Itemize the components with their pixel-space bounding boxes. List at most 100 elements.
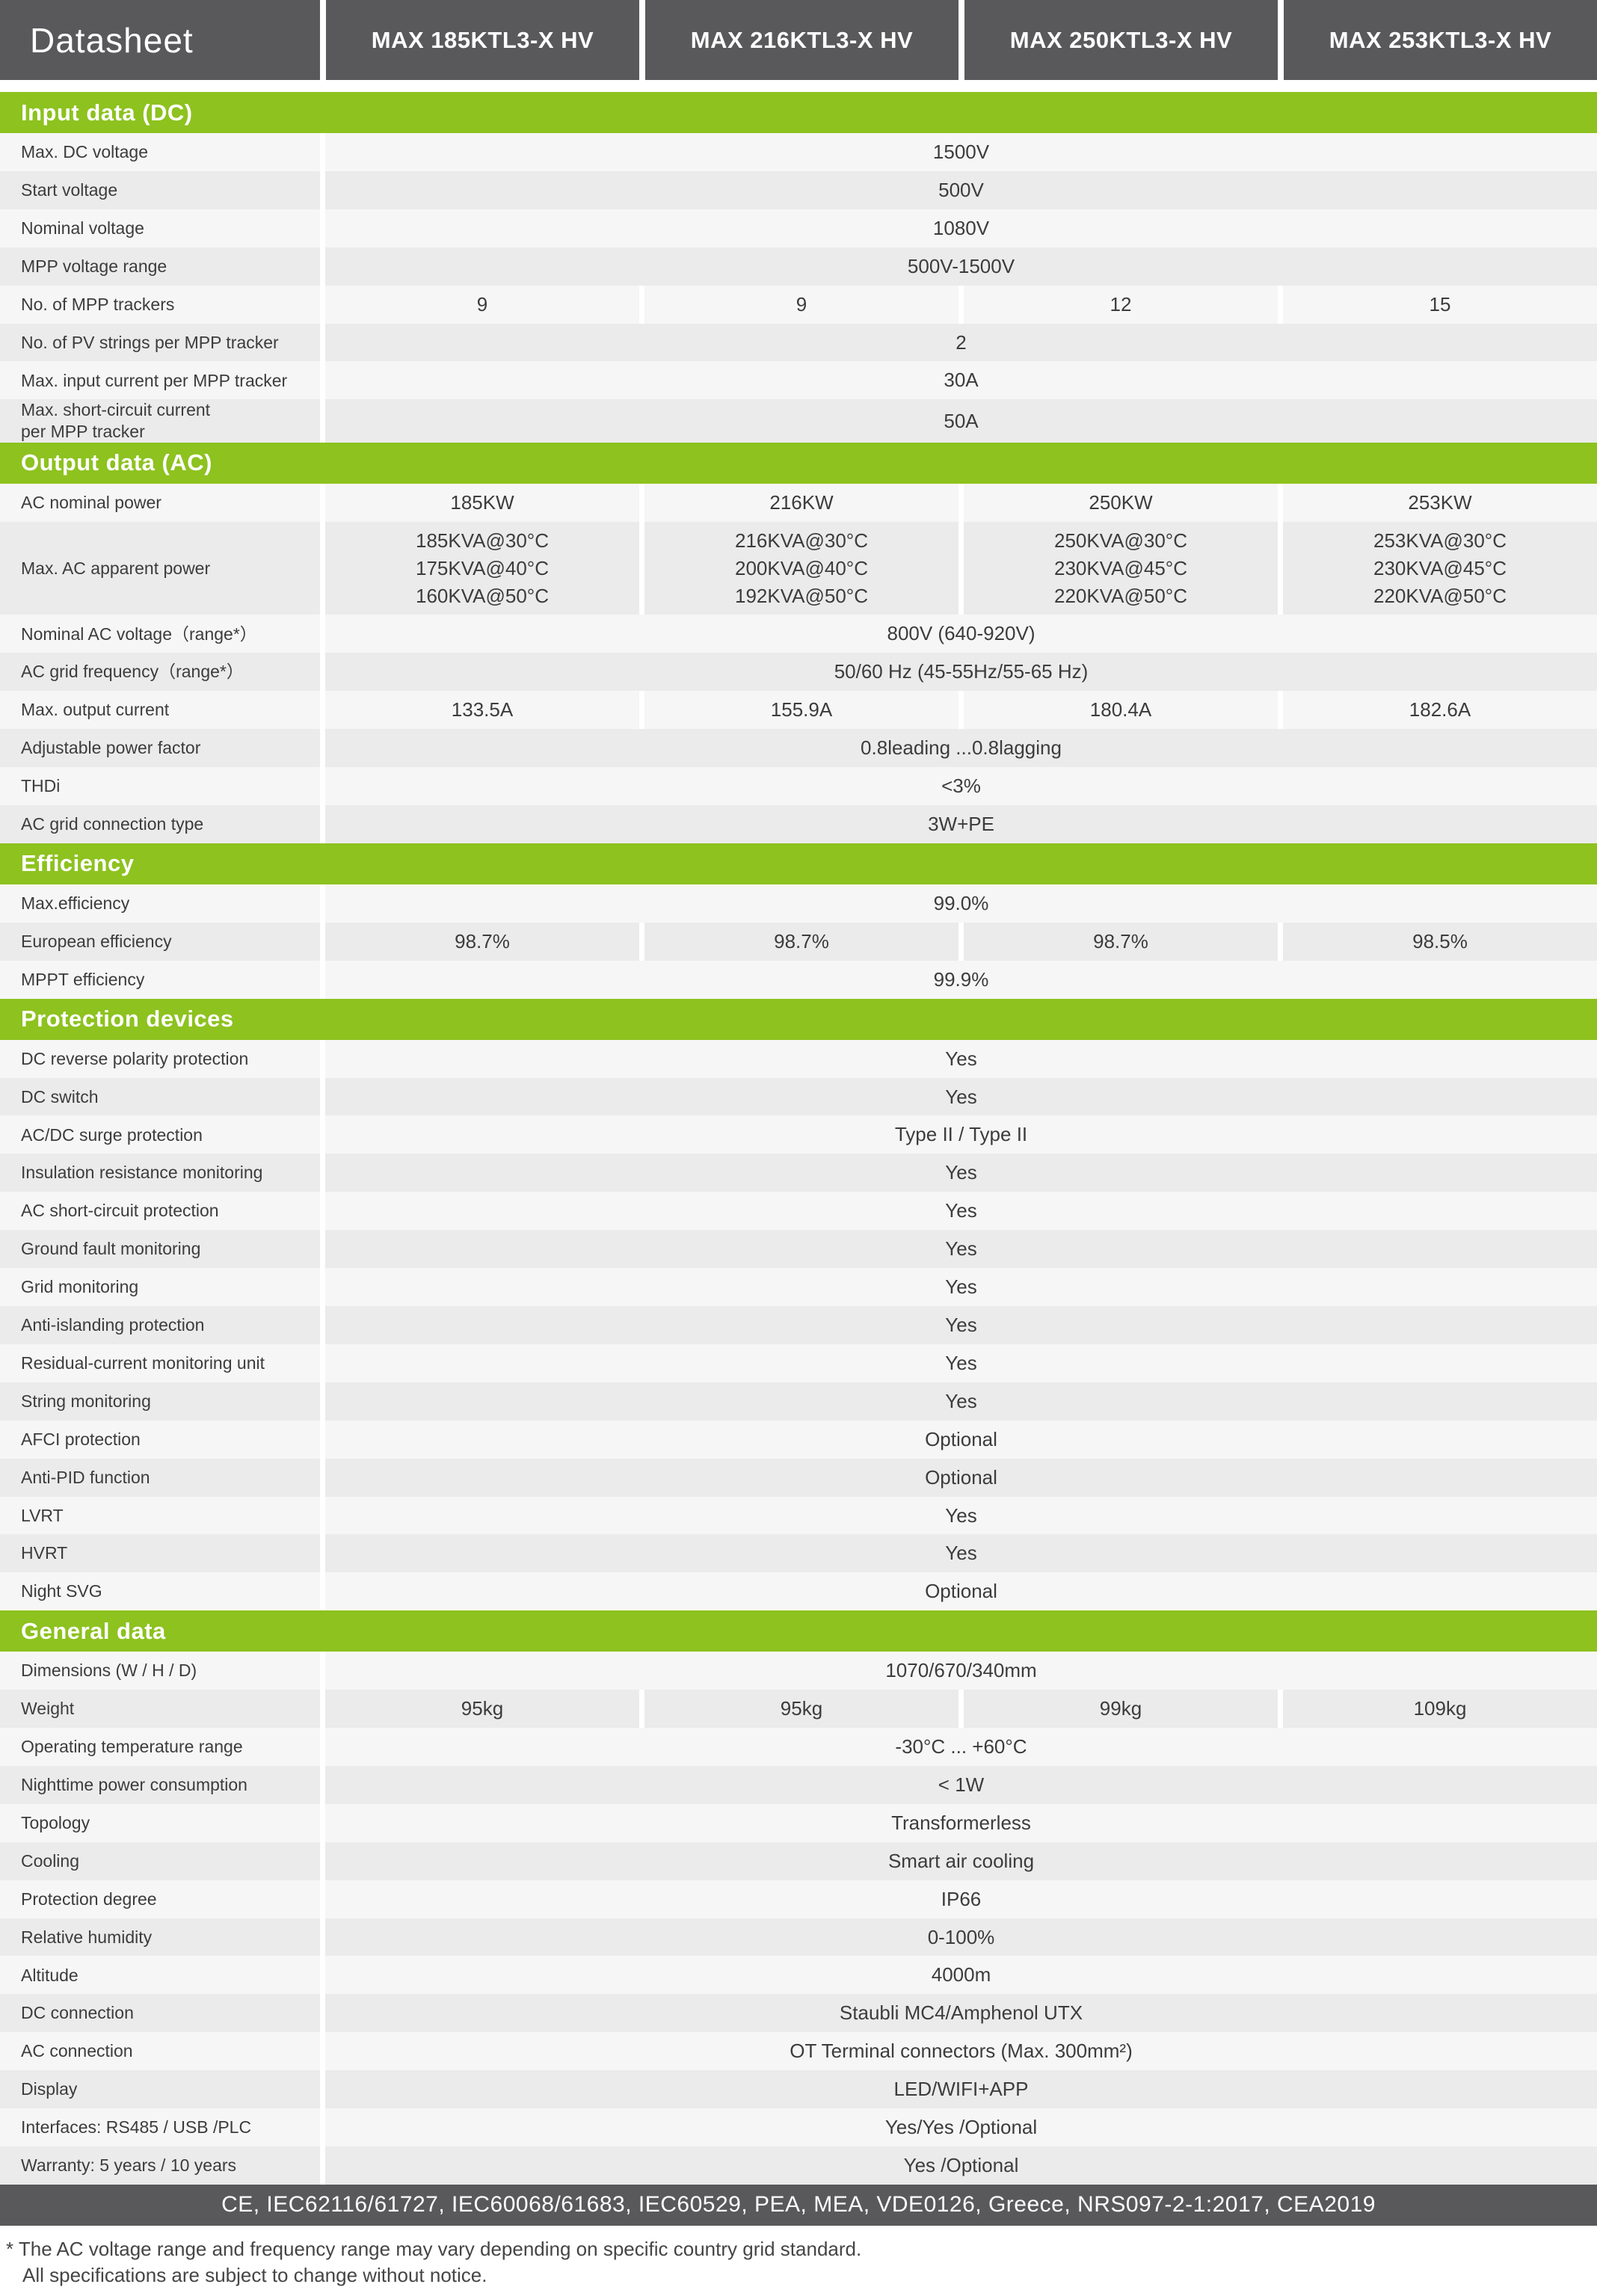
row-values: 9 9 12 15: [325, 285, 1597, 324]
row-values: Yes /Optional: [325, 2146, 1597, 2185]
table-row: Nominal voltage 1080V: [0, 209, 1597, 247]
row-label: Adjustable power factor: [0, 729, 320, 768]
value-cell: 98.7%: [964, 922, 1278, 961]
row-values: Yes: [325, 1534, 1597, 1573]
value-cell: 50/60 Hz (45-55Hz/55-65 Hz): [325, 653, 1597, 692]
table-row: Relative humidity 0-100%: [0, 1918, 1597, 1957]
row-values: 3W+PE: [325, 805, 1597, 843]
row-label: AFCI protection: [0, 1420, 320, 1459]
row-label: AC connection: [0, 2032, 320, 2071]
row-label: Max. input current per MPP tracker: [0, 361, 320, 400]
row-values: Optional: [325, 1572, 1597, 1611]
row-values: 1500V: [325, 133, 1597, 171]
row-label: HVRT: [0, 1534, 320, 1573]
table-row: DC reverse polarity protection Yes: [0, 1039, 1597, 1078]
row-values: LED/WIFI+APP: [325, 2070, 1597, 2109]
value-cell: 182.6A: [1283, 691, 1597, 730]
row-label: Max. DC voltage: [0, 133, 320, 171]
row-values: 0-100%: [325, 1918, 1597, 1957]
table-row: MPPT efficiency 99.9%: [0, 960, 1597, 999]
section-rows: Max.efficiency 99.0% European efficiency 98…: [0, 884, 1597, 999]
value-cell: 180.4A: [964, 691, 1278, 730]
row-values: 0.8leading ...0.8lagging: [325, 729, 1597, 768]
table-row: European efficiency 98.7% 98.7% 98.7% 98.5%: [0, 922, 1597, 961]
row-label: Relative humidity: [0, 1918, 320, 1957]
table-row: Anti-PID function Optional: [0, 1458, 1597, 1497]
row-label: Cooling: [0, 1841, 320, 1880]
row-values: Yes: [325, 1496, 1597, 1535]
value-cell: 1080V: [325, 209, 1597, 247]
row-values: IP66: [325, 1880, 1597, 1918]
row-values: Yes: [325, 1344, 1597, 1382]
row-values: Transformerless: [325, 1803, 1597, 1842]
row-label: AC/DC surge protection: [0, 1115, 320, 1154]
value-cell: Yes: [325, 1382, 1597, 1421]
table-row: Cooling Smart air cooling: [0, 1841, 1597, 1880]
row-label: AC grid connection type: [0, 805, 320, 843]
row-values: Type II / Type II: [325, 1115, 1597, 1154]
table-row: Protection degree IP66: [0, 1880, 1597, 1918]
row-label: Interfaces: RS485 / USB /PLC: [0, 2108, 320, 2146]
section-header: Output data (AC): [0, 442, 1597, 484]
table-row: Residual-current monitoring unit Yes: [0, 1344, 1597, 1382]
table-row: Ground fault monitoring Yes: [0, 1230, 1597, 1269]
value-cell: 253KVA@30°C 230KVA@45°C 220KVA@50°C: [1283, 521, 1597, 615]
value-cell: Optional: [325, 1572, 1597, 1611]
table-row: Weight 95kg 95kg 99kg 109kg: [0, 1690, 1597, 1729]
value-cell: 50A: [325, 399, 1597, 443]
value-cell: 1500V: [325, 133, 1597, 171]
row-label: AC nominal power: [0, 483, 320, 522]
table-row: HVRT Yes: [0, 1534, 1597, 1573]
value-cell: 109kg: [1283, 1690, 1597, 1729]
value-cell: 95kg: [644, 1690, 958, 1729]
row-values: 1070/670/340mm: [325, 1652, 1597, 1690]
value-cell: 0-100%: [325, 1918, 1597, 1957]
row-label: Display: [0, 2070, 320, 2109]
value-cell: 1070/670/340mm: [325, 1652, 1597, 1690]
certifications-bar: CE, IEC62116/61727, IEC60068/61683, IEC6…: [0, 2184, 1597, 2226]
table-row: Insulation resistance monitoring Yes: [0, 1154, 1597, 1192]
row-label: DC connection: [0, 1994, 320, 2033]
value-cell: Yes: [325, 1496, 1597, 1535]
row-values: 2: [325, 323, 1597, 362]
row-label: European efficiency: [0, 922, 320, 961]
value-cell: Type II / Type II: [325, 1115, 1597, 1154]
value-cell: Yes: [325, 1305, 1597, 1344]
row-label: Max. output current: [0, 691, 320, 730]
table-row: DC switch Yes: [0, 1077, 1597, 1116]
row-values: 1080V: [325, 209, 1597, 247]
value-cell: Yes: [325, 1534, 1597, 1573]
table-row: Max. input current per MPP tracker 30A: [0, 361, 1597, 400]
table-row: Max. output current 133.5A 155.9A 180.4A 182…: [0, 691, 1597, 730]
row-label: Topology: [0, 1803, 320, 1842]
table-row: Warranty: 5 years / 10 years Yes /Optiona…: [0, 2146, 1597, 2185]
value-cell: 99.0%: [325, 884, 1597, 923]
footnote-line-2: All specifications are subject to change…: [22, 2264, 487, 2286]
row-label: Max. AC apparent power: [0, 521, 320, 615]
row-values: Smart air cooling: [325, 1841, 1597, 1880]
section-rows: DC reverse polarity protection Yes DC swit…: [0, 1039, 1597, 1611]
row-label: Anti-PID function: [0, 1458, 320, 1497]
table-row: Grid monitoring Yes: [0, 1268, 1597, 1306]
value-cell: 253KW: [1283, 483, 1597, 522]
table-row: Operating temperature range -30°C ... +60…: [0, 1728, 1597, 1766]
value-cell: Yes: [325, 1039, 1597, 1078]
value-cell: OT Terminal connectors (Max. 300mm²): [325, 2032, 1597, 2071]
row-values: Staubli MC4/Amphenol UTX: [325, 1994, 1597, 2033]
row-values: Yes: [325, 1039, 1597, 1078]
value-cell: 98.7%: [325, 922, 639, 961]
row-values: 500V: [325, 170, 1597, 209]
value-cell: 9: [325, 285, 639, 324]
section-header: Input data (DC): [0, 92, 1597, 133]
row-label: THDi: [0, 767, 320, 805]
row-values: 99.9%: [325, 960, 1597, 999]
row-label: No. of MPP trackers: [0, 285, 320, 324]
row-label: DC switch: [0, 1077, 320, 1116]
row-values: OT Terminal connectors (Max. 300mm²): [325, 2032, 1597, 2071]
row-values: Yes/Yes /Optional: [325, 2108, 1597, 2146]
model-column-header-3: MAX 250KTL3-X HV: [964, 0, 1278, 80]
table-row: Dimensions (W / H / D) 1070/670/340mm: [0, 1652, 1597, 1690]
model-column-header-2: MAX 216KTL3-X HV: [645, 0, 958, 80]
value-cell: 98.5%: [1283, 922, 1597, 961]
row-label: Ground fault monitoring: [0, 1230, 320, 1269]
